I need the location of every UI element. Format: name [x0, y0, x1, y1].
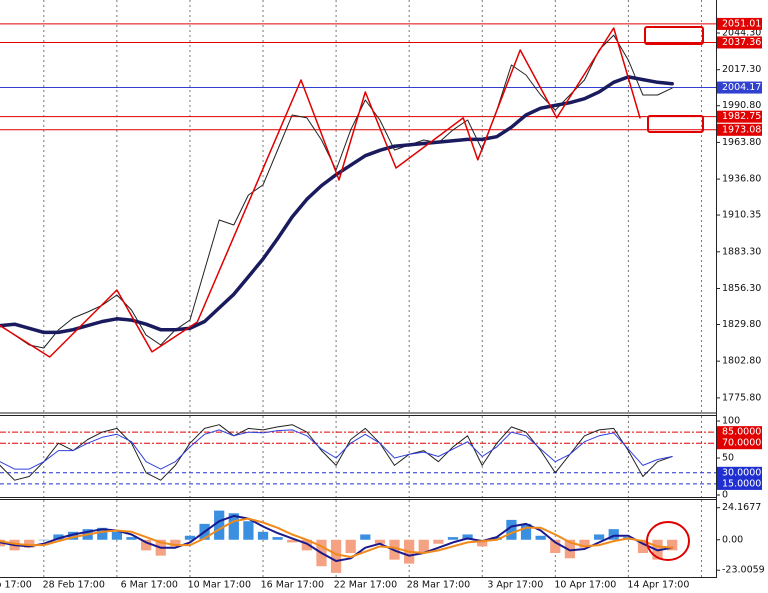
- x-tick-label: 28 Mar 17:00: [407, 580, 470, 591]
- level-label: 2051.01: [722, 18, 761, 29]
- annotations: [644, 26, 704, 561]
- level-label: 15.0000: [722, 478, 761, 489]
- histogram-bar: [141, 539, 152, 551]
- y-tick-label: 100: [722, 416, 740, 427]
- y-tick-label: 1829.80: [722, 319, 761, 330]
- x-tick-label: 28 Feb 17:00: [43, 580, 105, 591]
- x-tick-label: 10 Mar 17:00: [188, 580, 251, 591]
- histogram-bar: [111, 531, 123, 540]
- level-label-bg: [717, 36, 762, 49]
- y-tick-label: 2017.30: [722, 64, 761, 75]
- y-tick-label: 50: [722, 453, 734, 464]
- histogram-bar: [38, 539, 49, 541]
- y-tick-label: 1883.30: [722, 246, 761, 257]
- level-label-bg: [717, 426, 762, 439]
- histogram-bar: [418, 539, 429, 554]
- histogram-bar: [608, 529, 619, 540]
- x-tick-label: Feb 17:00: [0, 580, 32, 591]
- x-tick-label: 22 Mar 17:00: [334, 580, 397, 591]
- level-label-bg: [717, 123, 762, 136]
- level-label: 1973.08: [722, 124, 761, 135]
- y-tick-label: 2044.30: [722, 28, 761, 39]
- histogram-bar: [491, 537, 502, 540]
- level-label-bg: [717, 81, 762, 94]
- histogram-bar: [126, 537, 137, 540]
- histogram-bar: [243, 521, 254, 540]
- level-label-bg: [717, 17, 762, 30]
- histogram-bar: [97, 527, 108, 540]
- level-label: 1982.75: [722, 111, 761, 122]
- y-tick-label: 1963.80: [722, 137, 761, 148]
- level-label-bg: [717, 437, 762, 450]
- histogram-bar: [550, 539, 561, 554]
- y-tick-label: 24.1677: [722, 502, 761, 513]
- y-tick-label: 1856.30: [722, 283, 761, 294]
- level-label-bg: [717, 466, 762, 479]
- histogram-bar: [637, 539, 649, 554]
- histogram-bar: [228, 513, 239, 540]
- series-line: [0, 27, 641, 358]
- histogram-bar: [184, 535, 196, 540]
- histogram-bar: [535, 535, 546, 540]
- histogram-bar: [447, 537, 459, 540]
- y-tick-label: 1990.80: [722, 100, 761, 111]
- series-line: [0, 75, 674, 335]
- level-label: 85.0000: [722, 427, 761, 438]
- histogram-bar: [345, 539, 356, 554]
- histogram-bar: [520, 523, 532, 540]
- annotation-box: [647, 115, 704, 133]
- histogram-bar: [433, 539, 444, 544]
- histogram-bar: [667, 539, 678, 551]
- histogram-bar: [170, 539, 181, 547]
- histogram-bar: [564, 539, 575, 559]
- series-line: [0, 429, 673, 470]
- histogram-bar: [53, 534, 64, 540]
- level-label-bg: [717, 477, 762, 490]
- level-label: 2037.36: [722, 37, 761, 48]
- histogram-bar: [374, 539, 386, 544]
- histogram-bar: [67, 531, 79, 540]
- series-line: [0, 517, 674, 558]
- histogram-bar: [272, 537, 283, 540]
- histogram-bar: [214, 510, 225, 540]
- series-line: [0, 424, 673, 481]
- histogram-bar: [257, 531, 269, 540]
- level-label-bg: [717, 110, 762, 123]
- y-tick-label: 1910.35: [722, 210, 761, 221]
- y-tick-label: 1775.80: [722, 392, 761, 403]
- histogram-bar: [360, 534, 371, 540]
- level-label: 30.0000: [722, 467, 761, 478]
- histogram-bar: [506, 519, 517, 540]
- histogram-bar: [301, 539, 312, 551]
- y-tick-label: 1802.80: [722, 356, 761, 367]
- histogram-bar: [287, 539, 298, 543]
- x-tick-label: 14 Apr 17:00: [627, 580, 689, 591]
- histogram-bar: [330, 539, 342, 573]
- panel-borders: [0, 0, 717, 578]
- x-tick-label: 3 Apr 17:00: [487, 580, 543, 591]
- x-tick-label: 16 Mar 17:00: [261, 580, 324, 591]
- histogram-bar: [477, 539, 488, 547]
- y-tick-label: -23.0059: [722, 565, 765, 576]
- histogram-bar: [462, 534, 473, 540]
- annotation-box: [644, 26, 704, 45]
- x-tick-label: 6 Mar 17:00: [121, 580, 178, 591]
- x-tick-label: 10 Apr 17:00: [554, 580, 616, 591]
- annotation-circle: [646, 521, 690, 561]
- y-tick-label: 1936.80: [722, 174, 761, 185]
- level-label: 70.0000: [722, 438, 761, 449]
- level-label: 2004.17: [722, 82, 761, 93]
- histogram-bar: [24, 539, 35, 548]
- y-tick-label: 0: [722, 490, 728, 501]
- histogram-bar: [579, 539, 590, 548]
- y-tick-label: 0.00: [722, 534, 743, 545]
- histogram-bar: [593, 534, 605, 540]
